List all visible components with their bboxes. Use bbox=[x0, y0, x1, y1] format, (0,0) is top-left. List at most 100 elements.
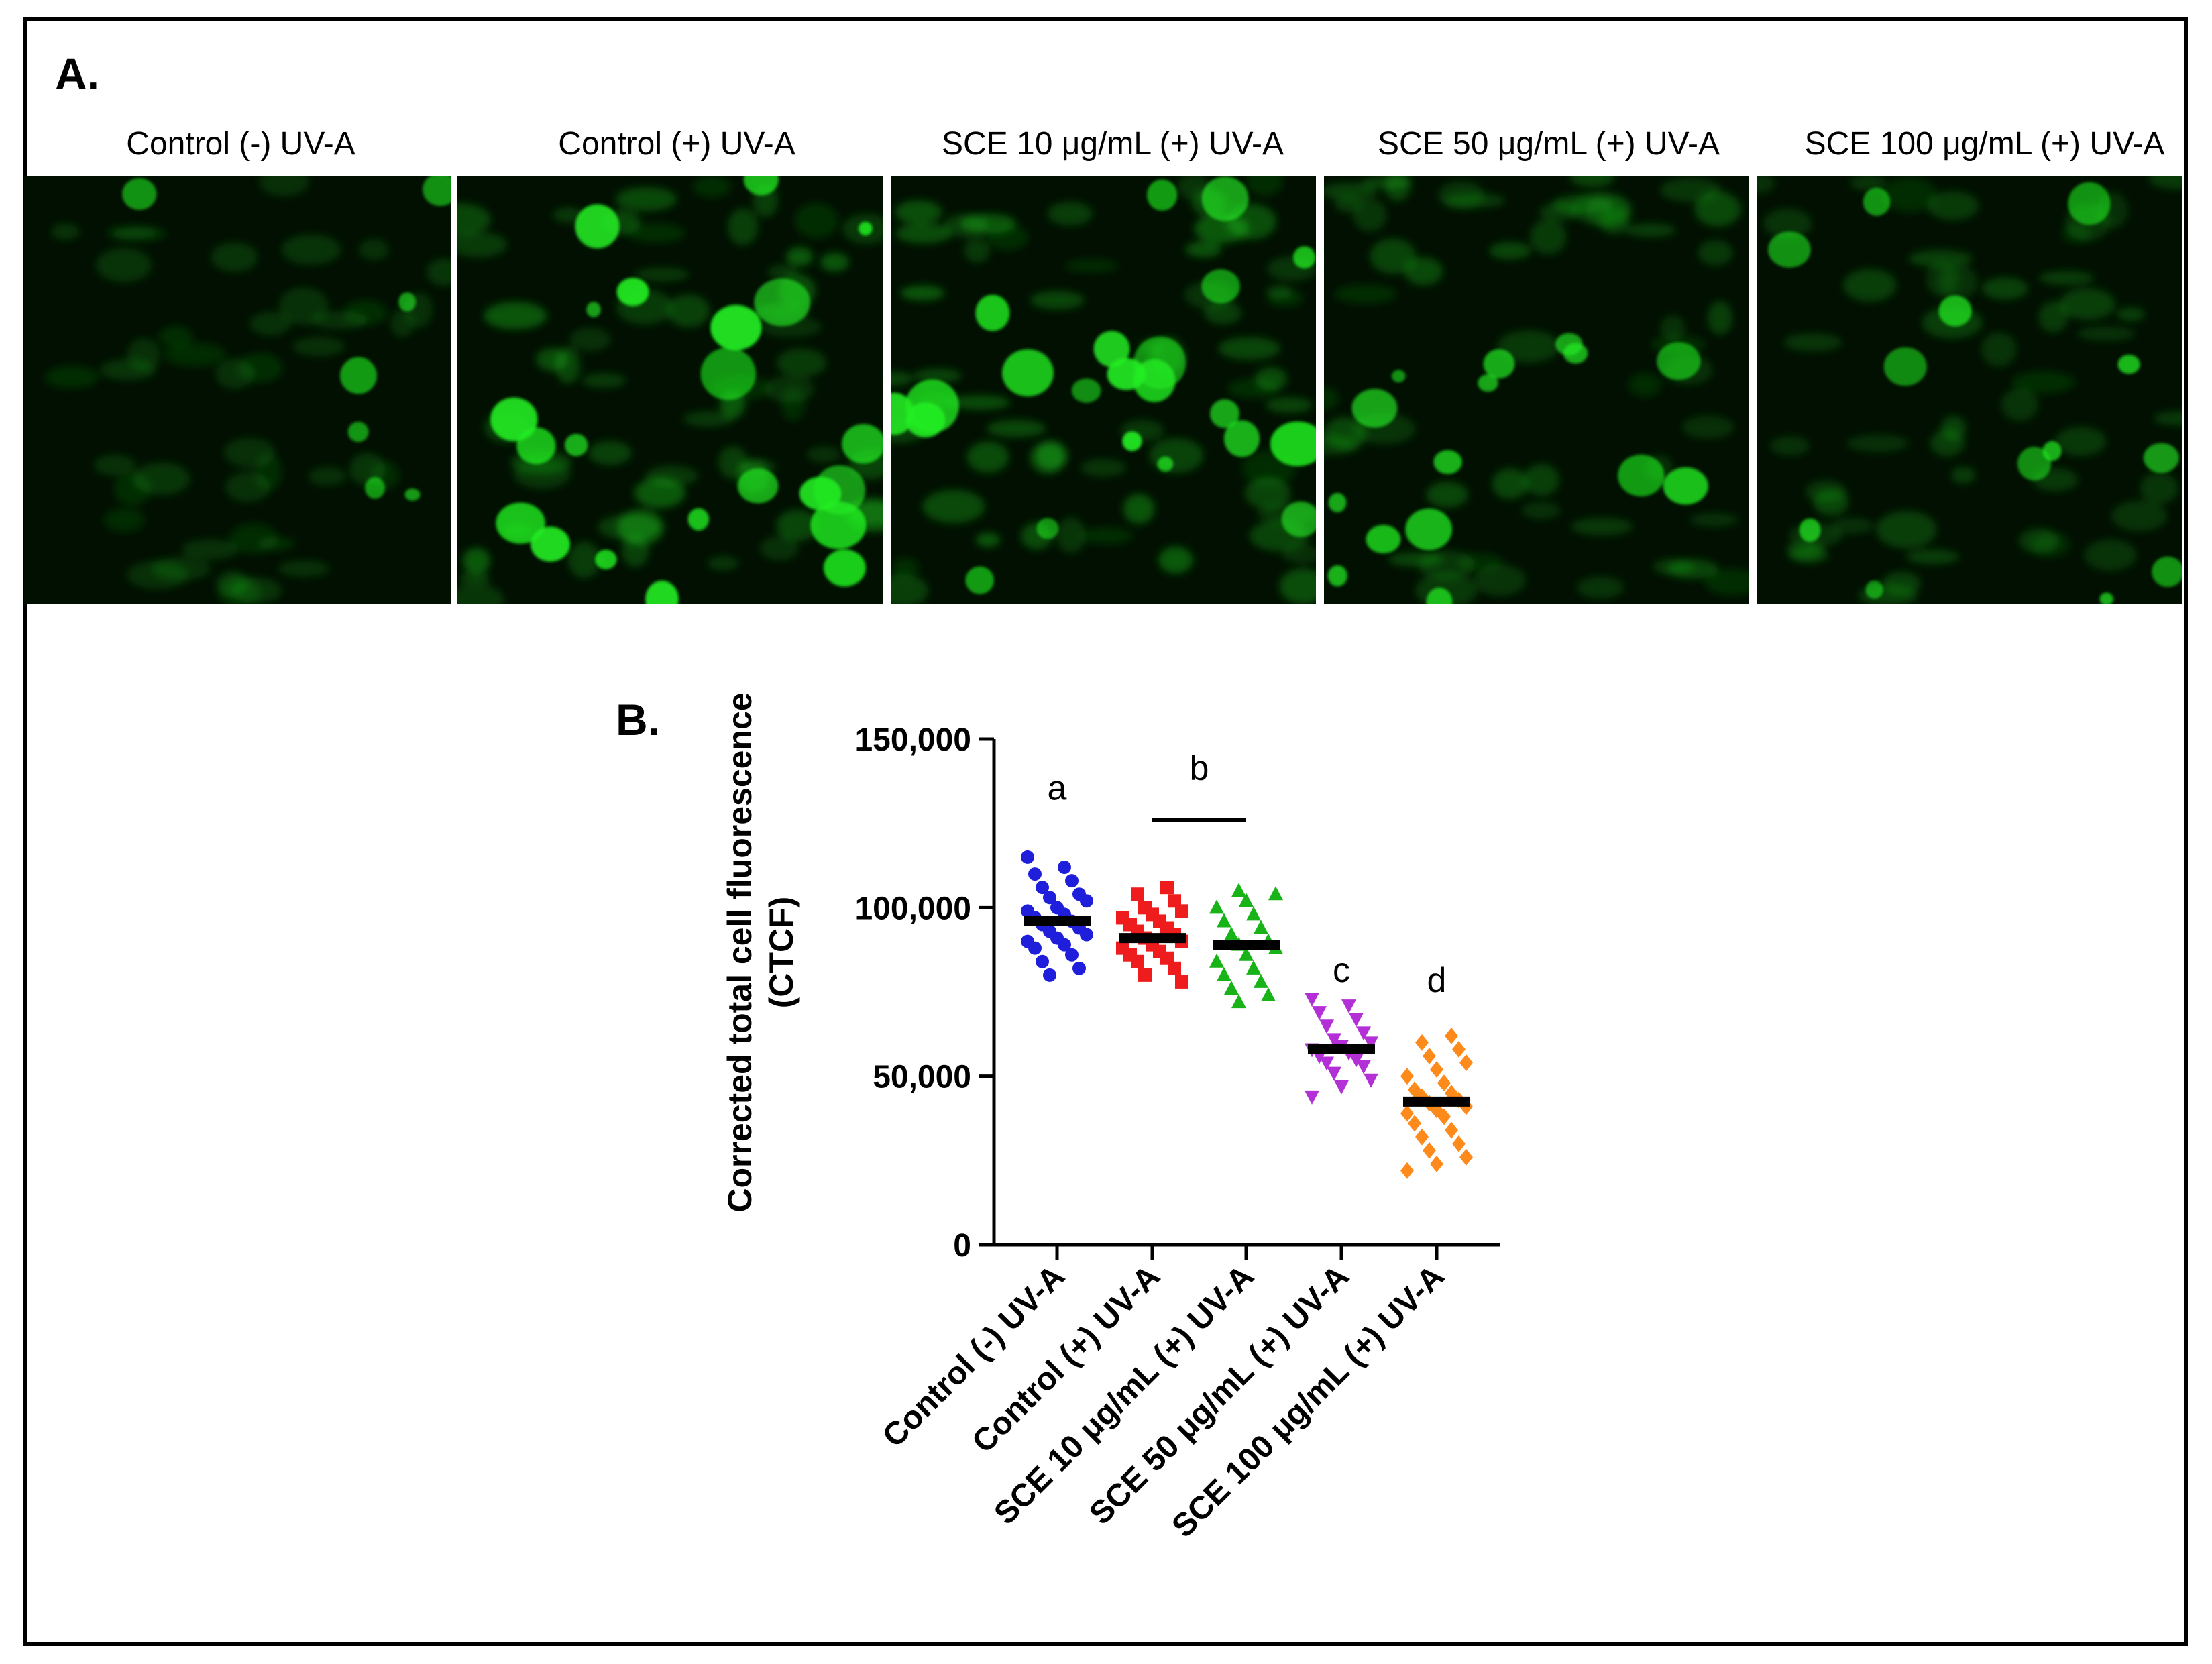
bright-cell bbox=[891, 392, 914, 435]
bright-cell bbox=[810, 501, 867, 549]
data-point bbox=[1423, 1142, 1436, 1159]
data-point bbox=[1305, 1090, 1319, 1105]
dim-cell bbox=[1334, 195, 1362, 213]
dim-cell bbox=[249, 311, 291, 336]
dim-cell bbox=[728, 208, 759, 246]
data-point bbox=[1175, 975, 1188, 989]
dim-cell bbox=[1194, 214, 1249, 243]
dim-cell bbox=[44, 366, 99, 388]
dim-cell bbox=[1353, 198, 1387, 232]
data-point bbox=[1349, 1013, 1364, 1028]
significance-letter: a bbox=[1048, 769, 1067, 808]
dim-cell bbox=[292, 337, 345, 357]
dim-cell bbox=[459, 571, 490, 586]
dim-cell bbox=[457, 232, 508, 258]
dim-cell bbox=[2077, 326, 2136, 341]
dim-cell bbox=[1569, 176, 1615, 187]
data-point bbox=[1452, 1135, 1466, 1152]
data-point bbox=[1319, 1019, 1334, 1034]
dim-cell bbox=[1492, 468, 1529, 500]
dim-cell bbox=[259, 176, 309, 197]
dim-cell bbox=[588, 441, 632, 465]
panel-b-letter: B. bbox=[616, 695, 660, 744]
data-point bbox=[1437, 1074, 1451, 1092]
dim-cell bbox=[900, 285, 945, 301]
bright-cell bbox=[2017, 447, 2052, 481]
dim-cell bbox=[1489, 241, 1531, 260]
bright-cell bbox=[404, 488, 421, 501]
bright-cell bbox=[687, 508, 710, 531]
micrograph-field bbox=[457, 176, 883, 604]
significance-letter: b bbox=[1190, 748, 1209, 787]
dim-cell bbox=[457, 584, 504, 604]
data-point bbox=[1168, 894, 1181, 908]
dim-cell bbox=[2148, 176, 2182, 190]
bright-cell bbox=[490, 397, 538, 441]
bright-cell bbox=[814, 465, 866, 515]
bright-cell bbox=[905, 379, 959, 433]
dim-cell bbox=[1846, 434, 1910, 453]
bright-cell bbox=[1133, 336, 1186, 390]
data-point bbox=[1224, 926, 1239, 941]
bright-cell bbox=[1293, 246, 1316, 269]
bright-cell bbox=[1483, 349, 1515, 379]
dim-cell bbox=[617, 509, 664, 545]
bright-cell bbox=[616, 278, 649, 307]
dim-cell bbox=[786, 247, 814, 266]
data-point bbox=[1268, 886, 1283, 901]
data-points bbox=[1021, 850, 1473, 1179]
dim-cell bbox=[964, 238, 990, 263]
dim-cell bbox=[112, 227, 168, 241]
bright-cell bbox=[1093, 331, 1130, 367]
dim-cell bbox=[1908, 249, 1973, 268]
dim-cell bbox=[667, 294, 710, 328]
data-point bbox=[1160, 951, 1174, 965]
dim-cell bbox=[358, 239, 390, 260]
dim-cell bbox=[1571, 517, 1634, 536]
data-point bbox=[1239, 893, 1254, 907]
bright-cell bbox=[1391, 370, 1406, 383]
data-point bbox=[1239, 946, 1254, 961]
significance-letter: c bbox=[1333, 951, 1350, 990]
dim-cell bbox=[1628, 372, 1661, 397]
dim-cell bbox=[229, 577, 282, 604]
bright-cell bbox=[1223, 420, 1260, 457]
dim-cell bbox=[1080, 459, 1127, 477]
data-point bbox=[1138, 968, 1152, 982]
dim-cell bbox=[1177, 176, 1211, 200]
dim-cell bbox=[1529, 219, 1567, 255]
data-point bbox=[1364, 1036, 1378, 1051]
dim-cell bbox=[914, 368, 962, 383]
dim-cell bbox=[1267, 289, 1304, 307]
data-point bbox=[1131, 954, 1144, 968]
bright-cell bbox=[1799, 518, 1821, 542]
bright-cell bbox=[1426, 587, 1453, 604]
bright-cell bbox=[595, 549, 617, 570]
data-point bbox=[1131, 887, 1144, 901]
dim-cell bbox=[1689, 513, 1739, 527]
bright-cell bbox=[2068, 182, 2111, 225]
dim-cell bbox=[99, 359, 156, 380]
dim-cell bbox=[1404, 257, 1443, 286]
dim-cell bbox=[1804, 480, 1846, 503]
dim-cell bbox=[987, 225, 1029, 250]
dim-cell bbox=[718, 446, 748, 479]
data-point bbox=[1036, 881, 1049, 895]
dim-cell bbox=[2111, 500, 2168, 532]
y-axis-label-line1: Corrected total cell fluorescence bbox=[721, 692, 759, 1212]
dim-cell bbox=[127, 561, 188, 590]
data-point bbox=[1312, 1006, 1327, 1021]
data-point bbox=[1459, 1148, 1473, 1166]
bright-cell bbox=[496, 502, 545, 544]
y-tick-label: 150,000 bbox=[854, 722, 971, 758]
data-point bbox=[1400, 1105, 1414, 1122]
data-point bbox=[1400, 1068, 1414, 1085]
data-point bbox=[1209, 953, 1224, 968]
dim-cell bbox=[553, 207, 585, 223]
bright-cell bbox=[1157, 456, 1174, 472]
bright-cell bbox=[364, 477, 386, 499]
dim-cell bbox=[776, 510, 819, 541]
data-point bbox=[1430, 1155, 1443, 1172]
dim-cell bbox=[692, 176, 732, 198]
